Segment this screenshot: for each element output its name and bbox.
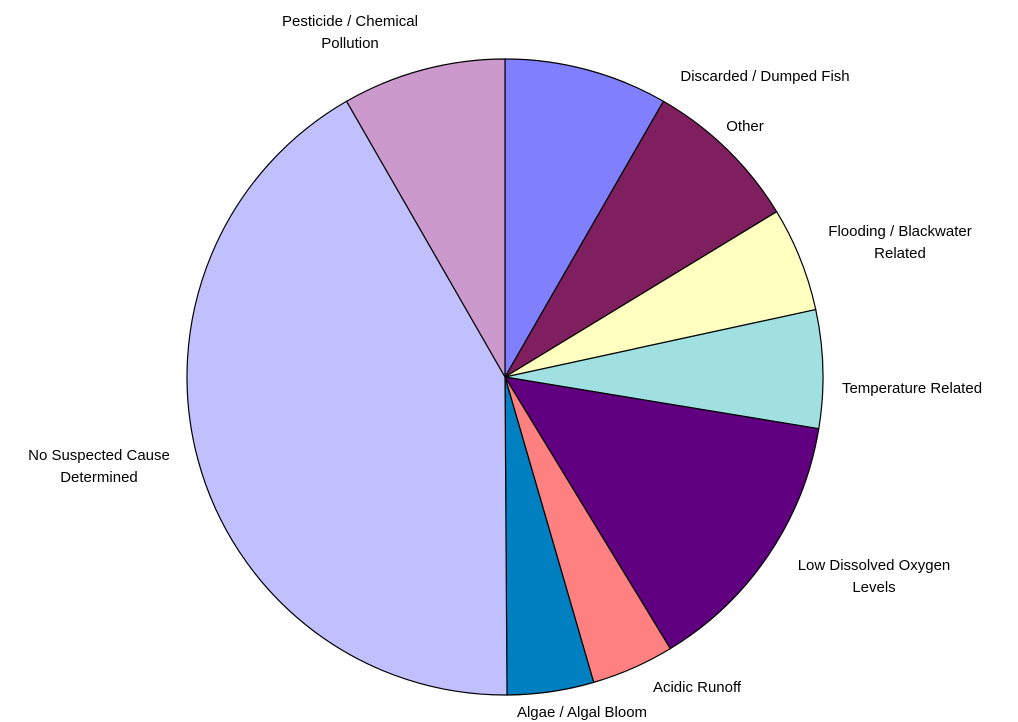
pie-slice bbox=[504, 100, 778, 378]
slice-label: Temperature Related bbox=[841, 380, 983, 397]
pie-slice bbox=[504, 308, 824, 430]
pie-slice bbox=[503, 376, 820, 650]
slice-label: Algae / Algal Bloom bbox=[516, 704, 648, 721]
pie-slice bbox=[186, 100, 508, 696]
slice-label: No Suspected Cause Determined bbox=[28, 447, 170, 486]
slice-label: Other bbox=[726, 118, 764, 135]
pie-slice bbox=[504, 58, 665, 380]
pie-slice bbox=[345, 58, 506, 380]
slice-label: Flooding / Blackwater Related bbox=[828, 223, 972, 262]
slice-label: Acidic Runoff bbox=[652, 679, 742, 696]
slice-label: Low Dissolved Oxygen Levels bbox=[797, 557, 951, 596]
slice-label: Pesticide / Chemical Pollution bbox=[282, 13, 418, 52]
slice-label: Discarded / Dumped Fish bbox=[680, 68, 850, 85]
